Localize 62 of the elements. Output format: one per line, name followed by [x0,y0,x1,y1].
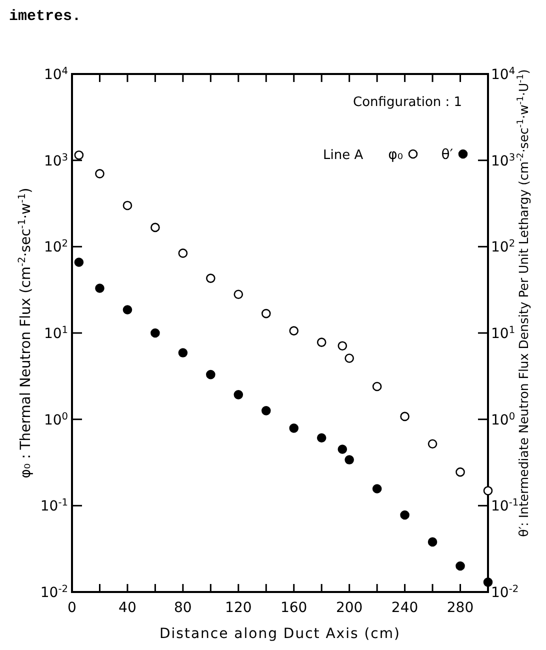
point [428,439,438,448]
point [234,390,244,400]
point [206,274,216,283]
y-tick-label: 10$^{-1}$ [491,497,519,515]
point [338,444,348,454]
y-tick-label: 10$^{3}$ [491,152,516,170]
text: 10$^{1}$ [44,324,68,342]
point [456,467,465,477]
point [428,537,438,547]
text: 10$^{0}$ [44,410,68,428]
point [150,328,160,338]
point [261,308,271,318]
x-tick-label: 40 [118,600,136,616]
point [289,326,299,336]
point [234,290,244,300]
point [344,354,354,363]
x-axis-title: Distance along Duct Axis (cm) [160,626,400,642]
x-tick-label: 0 [68,600,76,616]
point [74,150,84,160]
legend-label: θ′ [441,147,453,163]
point [122,200,132,210]
x-tick-label: 120 [225,600,252,616]
point [206,370,216,380]
text: 10$^{4}$ [44,66,68,83]
x-tick-label: 280 [446,600,474,616]
point [178,248,188,258]
point [261,406,271,416]
point [400,412,410,422]
legend-label: φ₀ [388,147,404,163]
point [372,484,382,494]
text: 10$^{3}$ [44,152,68,170]
text: 10$^{2}$ [44,238,68,256]
x-tick-label: 240 [391,600,418,616]
y-tick-label: 10$^{1}$ [491,324,516,342]
legend-title: Configuration : 1 [353,95,462,110]
point [74,258,84,267]
y-tick-label: 10$^{2}$ [491,238,516,256]
text: 10$^{-1}$ [40,497,68,515]
point [316,433,326,443]
point [289,424,299,433]
point [95,284,104,293]
point [344,455,354,464]
text: 10$^{-2}$ [40,584,68,601]
point [456,561,465,571]
point [95,169,104,178]
y-tick-label: 10$^{0}$ [491,410,516,428]
y-tick-label: 10$^{4}$ [491,66,516,83]
annotation: Line A [323,148,364,163]
y-tick-label: 10$^{-2}$ [491,584,519,601]
x-tick-label: 200 [336,600,363,616]
point [122,305,132,314]
point [316,338,326,347]
x-tick-label: 80 [174,600,192,616]
point [372,382,382,392]
point [400,510,410,520]
point [338,341,348,350]
text: imetres. [9,8,82,25]
x-tick-label: 160 [280,600,308,616]
point [483,578,493,587]
point [150,222,160,232]
point [178,348,188,358]
point [483,486,493,496]
